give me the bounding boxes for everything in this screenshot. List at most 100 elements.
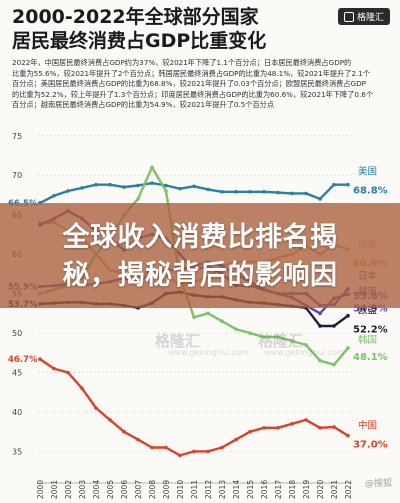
data-point [290,191,294,196]
brand-logo: 格隆汇 [337,8,390,25]
data-point [108,182,112,187]
x-tick-label: 2008 [148,480,157,499]
end-value-label: 68.8% [353,186,388,197]
data-point [192,184,196,189]
watermark-text: 格隆汇 [258,332,304,350]
end-value-label: 48.1% [353,352,388,363]
x-tick-label: 2016 [260,480,269,499]
data-point [332,324,336,328]
data-point [276,335,280,339]
x-tick-label: 2021 [330,480,339,499]
data-point [332,425,336,429]
data-point [66,189,70,193]
x-tick-label: 2019 [302,480,311,499]
x-tick-label: 2009 [162,480,171,499]
headline-line1: 全球收入消费比排名揭 [62,222,338,253]
data-point [192,315,196,320]
y-tick-label: 70 [12,171,22,180]
data-point [178,186,182,191]
data-point [164,183,168,188]
x-tick-label: 2020 [316,480,325,499]
data-point [304,343,308,347]
y-tick-label: 50 [12,329,22,338]
watermark-url: www.gelonghui.com [168,348,249,357]
data-point [164,445,168,450]
data-point [276,425,280,430]
data-point [234,190,238,194]
data-point [122,185,126,189]
data-point [290,422,294,426]
series-line [38,357,350,457]
data-point [150,445,154,450]
data-point [220,445,224,450]
data-point [52,193,56,198]
data-point [290,339,294,343]
data-point [346,433,350,438]
data-point [346,313,350,318]
start-value-label: 46.7% [8,355,38,365]
note-line: 百分点；美国居民最终消费占GDP的比重为68.8%，较2021年提升了0.03个… [12,79,366,89]
data-point [80,386,84,391]
note-line: 的比重为52.2%，较上年提升了1.3个百分点；印度居民最终消费占GDP的比重为… [12,89,374,99]
data-point [136,183,140,188]
data-point [248,331,252,335]
x-tick-label: 2015 [246,480,255,499]
x-tick-label: 2014 [232,480,241,499]
data-point [150,165,154,170]
headline-banner [0,203,400,308]
headline-line2: 秘，揭秘背后的影响因 [62,260,338,291]
brand-mark-icon [343,11,354,22]
data-point [234,437,238,442]
data-point [122,429,126,434]
data-point [332,182,336,187]
x-tick-label: 2017 [274,480,283,499]
data-point [262,425,266,430]
watermark-url: www.gelonghui.com [264,348,345,357]
data-point [192,449,196,454]
end-value-label: 37.0% [353,440,388,451]
chart-title-line2: 居民最终消费占GDP比重变化 [12,30,267,52]
data-point [318,311,322,316]
x-tick-label: 2004 [92,480,101,499]
data-point [206,311,210,316]
data-point [220,190,224,194]
x-tick-label: 2006 [120,480,129,499]
data-point [38,357,42,361]
data-point [346,346,350,350]
x-tick-label: 2011 [190,480,199,499]
data-point [178,453,182,458]
data-point [304,191,308,196]
y-tick-label: 75 [12,132,22,141]
chart-title-line1: 2000-2022年全球部分国家 [12,6,259,28]
data-point [276,190,280,195]
end-value-label: 54.9% [353,303,388,314]
data-point [234,327,238,331]
data-point [94,406,98,410]
data-point [248,190,252,194]
x-tick-label: 2003 [78,480,87,499]
data-point [150,181,154,185]
data-point [220,319,224,324]
description-notes: 2022年，中国居民最终消费占GDP约为37%，较2021年下降了1.1个百分点… [12,58,392,111]
x-tick-label: 2018 [288,480,297,499]
source-tag: @搜狐 [364,479,392,489]
x-tick-label: 2013 [218,480,227,499]
x-tick-label: 2022 [344,480,353,499]
data-point [318,358,322,363]
data-point [164,189,168,193]
note-line: 2022年，中国居民最终消费占GDP约为37%，较2021年下降了1.1个百分点… [12,58,352,67]
x-tick-label: 2010 [176,480,185,499]
data-point [136,197,140,201]
brand-name: 格隆汇 [356,13,384,23]
x-tick-label: 2005 [106,480,115,499]
data-point [66,370,70,375]
data-point [206,449,210,454]
y-tick-label: 45 [12,369,22,378]
data-point [318,425,322,430]
x-tick-label: 2002 [64,480,73,499]
x-tick-label: 2001 [50,480,59,499]
y-tick-label: 40 [12,408,22,417]
data-point [52,366,56,371]
end-value-label: 52.2% [353,325,388,336]
